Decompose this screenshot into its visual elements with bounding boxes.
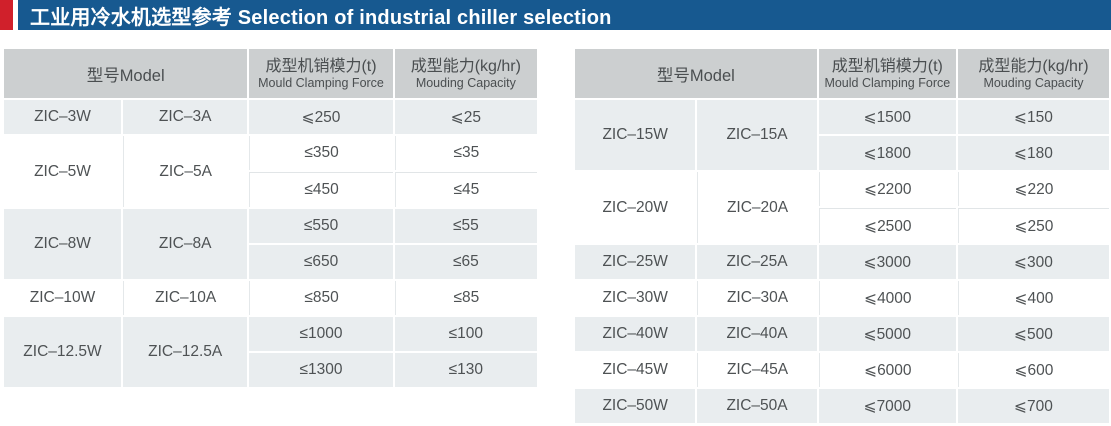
force-cell: ⩽2500 (818, 208, 956, 243)
table-row: ≤450 ≤45 (4, 172, 537, 207)
force-cell: ≤850 (249, 281, 393, 315)
capacity-header: 成型能力(kg/hr) Mouding Capacity (957, 49, 1109, 98)
header-row: 型号Model 成型机销模力(t) Mould Clamping Force 成… (575, 49, 1109, 98)
model-a-cell: ZIC–8A (122, 209, 248, 279)
force-cell: ⩽5000 (818, 317, 956, 351)
table-row: ⩽2500 ⩽250 (575, 208, 1109, 243)
table-row: ZIC–8W ZIC–8A ≤550 ≤55 (4, 209, 537, 279)
table-row: ZIC–25W ZIC–25A ⩽3000 ⩽300 (575, 245, 1109, 279)
model-a-cell: ZIC–12.5A (122, 317, 248, 387)
capacity-cell: ≤45 (394, 172, 537, 207)
force-cell: ≤650 (249, 245, 393, 279)
capacity-cell: ⩽150 (957, 100, 1109, 134)
table-row: ZIC–20W ZIC–20A ⩽2200 ⩽220 (575, 172, 1109, 243)
model-w-cell: ZIC–8W (4, 209, 121, 279)
model-header: 型号Model (4, 49, 248, 98)
force-cell: ≤550 (249, 209, 393, 243)
model-a-cell: ZIC–15A (697, 100, 817, 170)
table-row: ZIC–45W ZIC–45A ⩽6000 ⩽600 (575, 353, 1109, 387)
chiller-table-right: 型号Model 成型机销模力(t) Mould Clamping Force 成… (573, 47, 1111, 425)
force-cell: ≤350 (249, 136, 393, 170)
red-accent-bar (0, 0, 13, 30)
capacity-cell: ⩽500 (957, 317, 1109, 351)
model-w-cell: ZIC–30W (575, 281, 696, 315)
force-cell: ⩽1500 (818, 100, 956, 134)
capacity-cell: ≤100 (394, 317, 537, 351)
capacity-header-en: Mouding Capacity (415, 75, 516, 90)
force-cell: ⩽6000 (818, 353, 956, 387)
force-cell: ⩽7000 (818, 389, 956, 423)
table-row: ≤1300 ≤130 (4, 353, 537, 387)
model-w-cell: ZIC–40W (575, 317, 696, 351)
model-a-cell: ZIC–30A (697, 281, 817, 315)
chiller-table-left: 型号Model 成型机销模力(t) Mould Clamping Force 成… (2, 47, 539, 389)
table-row: ZIC–30W ZIC–30A ⩽4000 ⩽400 (575, 281, 1109, 315)
table-row: ZIC–40W ZIC–40A ⩽5000 ⩽500 (575, 317, 1109, 351)
capacity-cell: ⩽700 (957, 389, 1109, 423)
capacity-cell: ⩽400 (957, 281, 1109, 315)
page-title: 工业用冷水机选型参考 Selection of industrial chill… (18, 0, 1111, 30)
capacity-header: 成型能力(kg/hr) Mouding Capacity (394, 49, 537, 98)
capacity-cell: ⩽25 (394, 100, 537, 134)
model-a-cell: ZIC–10A (122, 281, 248, 315)
model-w-cell: ZIC–25W (575, 245, 696, 279)
capacity-header-zh: 成型能力(kg/hr) (978, 57, 1089, 75)
table-row: ZIC–3W ZIC–3A ⩽250 ⩽25 (4, 100, 537, 134)
model-w-cell: ZIC–45W (575, 353, 696, 387)
title-bar: 工业用冷水机选型参考 Selection of industrial chill… (0, 0, 1111, 30)
table-row: ZIC–50W ZIC–50A ⩽7000 ⩽700 (575, 389, 1109, 423)
table-row: ZIC–15W ZIC–15A ⩽1500 ⩽150 (575, 100, 1109, 170)
clamping-force-header: 成型机销模力(t) Mould Clamping Force (249, 49, 393, 98)
force-cell: ≤1000 (249, 317, 393, 351)
force-cell: ⩽4000 (818, 281, 956, 315)
capacity-header-en: Mouding Capacity (983, 75, 1084, 90)
model-w-cell: ZIC–50W (575, 389, 696, 423)
capacity-cell: ≤55 (394, 209, 537, 243)
force-cell: ≤450 (249, 172, 393, 207)
clamping-force-header: 成型机销模力(t) Mould Clamping Force (818, 49, 956, 98)
capacity-cell: ≤35 (394, 136, 537, 170)
force-cell: ≤1300 (249, 353, 393, 387)
model-header: 型号Model (575, 49, 817, 98)
capacity-cell: ⩽250 (957, 208, 1109, 243)
model-a-cell: ZIC–3A (122, 100, 248, 134)
capacity-cell: ⩽300 (957, 245, 1109, 279)
model-w-cell: ZIC–10W (4, 281, 121, 315)
table-row: ZIC–10W ZIC–10A ≤850 ≤85 (4, 281, 537, 315)
force-cell: ⩽250 (249, 100, 393, 134)
table-row: ≤650 ≤65 (4, 245, 537, 279)
model-a-cell: ZIC–50A (697, 389, 817, 423)
model-w-cell: ZIC–3W (4, 100, 121, 134)
header-row: 型号Model 成型机销模力(t) Mould Clamping Force 成… (4, 49, 537, 98)
model-a-cell: ZIC–25A (697, 245, 817, 279)
table-row: ZIC–5W ZIC–5A ≤350 ≤35 (4, 136, 537, 207)
force-cell: ⩽1800 (818, 136, 956, 170)
force-cell: ⩽3000 (818, 245, 956, 279)
table-row: ZIC–12.5W ZIC–12.5A ≤1000 ≤100 (4, 317, 537, 387)
capacity-cell: ⩽180 (957, 136, 1109, 170)
clamping-force-header-en: Mould Clamping Force (824, 75, 951, 90)
model-a-cell: ZIC–5A (122, 136, 248, 207)
model-a-cell: ZIC–20A (697, 172, 817, 243)
force-cell: ⩽2200 (818, 172, 956, 206)
model-w-cell: ZIC–20W (575, 172, 696, 243)
model-a-cell: ZIC–40A (697, 317, 817, 351)
capacity-header-zh: 成型能力(kg/hr) (410, 57, 521, 75)
clamping-force-header-zh: 成型机销模力(t) (831, 57, 943, 75)
model-w-cell: ZIC–12.5W (4, 317, 121, 387)
capacity-cell: ⩽220 (957, 172, 1109, 206)
clamping-force-header-zh: 成型机销模力(t) (265, 57, 377, 75)
model-a-cell: ZIC–45A (697, 353, 817, 387)
clamping-force-header-en: Mould Clamping Force (258, 75, 384, 90)
capacity-cell: ≤85 (394, 281, 537, 315)
model-w-cell: ZIC–5W (4, 136, 121, 207)
capacity-cell: ⩽600 (957, 353, 1109, 387)
capacity-cell: ≤65 (394, 245, 537, 279)
capacity-cell: ≤130 (394, 353, 537, 387)
table-row: ⩽1800 ⩽180 (575, 136, 1109, 170)
model-w-cell: ZIC–15W (575, 100, 696, 170)
